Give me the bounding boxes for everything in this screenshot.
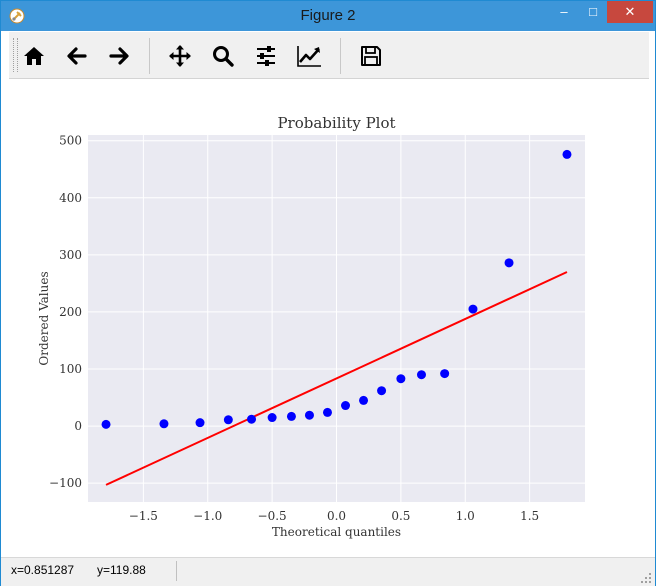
floppy-disk-icon xyxy=(361,46,381,66)
y-axis-label: Ordered Values xyxy=(37,271,51,365)
data-point xyxy=(562,149,572,159)
window-title: Figure 2 xyxy=(300,7,356,24)
data-point xyxy=(101,419,111,429)
line-chart-icon xyxy=(297,46,321,67)
status-bar: x=0.851287 y=119.88 xyxy=(1,557,655,586)
plot-canvas[interactable]: −1.5 −1.0 −0.5 0.0 0.5 1.0 1.5 −100 0 100 200 300 40… xyxy=(9,79,649,555)
magnifier-icon xyxy=(213,46,234,67)
y-tick-label: 300 xyxy=(59,248,82,262)
toolbar-grip[interactable] xyxy=(13,38,18,72)
save-button[interactable] xyxy=(356,41,386,71)
home-icon xyxy=(24,47,44,65)
toolbar-separator xyxy=(149,38,150,74)
y-tick-label: 0 xyxy=(74,419,82,433)
navigation-toolbar xyxy=(9,32,649,79)
y-tick-label: 200 xyxy=(59,305,82,319)
title-bar[interactable]: Figure 2 – □ ✕ xyxy=(1,1,655,31)
data-point xyxy=(416,370,426,380)
data-point xyxy=(304,410,314,420)
y-tick-label: 500 xyxy=(59,134,82,148)
x-tick-label: 1.5 xyxy=(520,509,539,523)
minimize-button[interactable]: – xyxy=(560,4,568,19)
x-tick-label: 0.0 xyxy=(327,509,346,523)
data-point xyxy=(223,415,233,425)
x-tick-label: 1.0 xyxy=(456,509,475,523)
sliders-icon xyxy=(257,46,275,66)
home-button[interactable] xyxy=(19,41,49,71)
data-point xyxy=(195,418,205,428)
x-tick-label: −1.5 xyxy=(129,509,158,523)
cursor-y-readout: y=119.88 xyxy=(97,563,146,577)
back-button[interactable] xyxy=(62,41,92,71)
y-tick-label: −100 xyxy=(49,476,82,490)
move-icon xyxy=(169,45,191,67)
toolbar-separator xyxy=(340,38,341,74)
y-tick-label: 400 xyxy=(59,191,82,205)
chart-title: Probability Plot xyxy=(277,114,395,132)
data-point xyxy=(359,395,369,405)
configure-subplots-button[interactable] xyxy=(251,41,281,71)
status-divider xyxy=(176,561,177,581)
resize-grip-icon[interactable] xyxy=(641,573,651,583)
close-button[interactable]: ✕ xyxy=(607,1,653,23)
maximize-button[interactable]: □ xyxy=(589,4,597,19)
x-tick-label: −1.0 xyxy=(193,509,222,523)
arrow-left-icon xyxy=(67,47,87,65)
data-point xyxy=(159,419,169,429)
data-point xyxy=(468,304,478,314)
data-point xyxy=(440,369,450,379)
data-point xyxy=(322,407,332,417)
x-axis-label: Theoretical quantiles xyxy=(272,525,401,539)
edit-axis-button[interactable] xyxy=(294,41,324,71)
cursor-x-readout: x=0.851287 xyxy=(11,563,75,577)
y-tick-label: 100 xyxy=(59,362,82,376)
zoom-button[interactable] xyxy=(208,41,238,71)
x-tick-label: −0.5 xyxy=(258,509,287,523)
data-point xyxy=(341,401,351,411)
forward-button[interactable] xyxy=(104,41,134,71)
pan-button[interactable] xyxy=(165,41,195,71)
fit-line xyxy=(105,271,568,486)
arrow-right-icon xyxy=(109,47,129,65)
data-point xyxy=(504,258,514,268)
app-icon xyxy=(9,8,25,24)
probability-plot: −1.5 −1.0 −0.5 0.0 0.5 1.0 1.5 −100 0 100 200 300 40… xyxy=(37,114,585,539)
x-tick-label: 0.5 xyxy=(391,509,410,523)
data-point xyxy=(377,386,387,396)
data-point xyxy=(396,374,406,384)
data-point xyxy=(286,411,296,421)
data-point xyxy=(267,413,277,423)
data-point xyxy=(247,414,257,424)
